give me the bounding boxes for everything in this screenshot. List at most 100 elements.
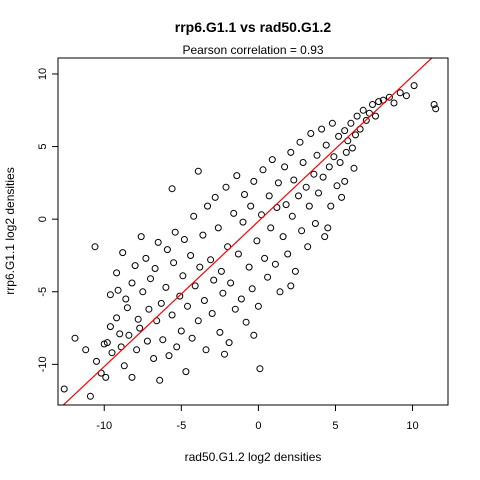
chart-title: rrp6.G1.1 vs rad50.G1.2 [175,19,332,35]
data-point [254,302,262,310]
data-point [190,212,198,220]
data-point [188,334,196,342]
data-point [250,177,258,185]
data-point [165,352,173,360]
data-point [338,193,346,201]
data-point [362,116,370,124]
data-point [219,289,227,297]
data-point [200,297,208,304]
data-point [171,228,179,236]
data-point [163,246,171,254]
data-point [125,331,133,339]
chart-subtitle: Pearson correlation = 0.93 [182,43,323,57]
y-tick-label: 5 [37,144,49,150]
data-point [184,302,191,310]
data-point [208,310,216,317]
data-point [131,262,139,270]
data-point [359,106,367,114]
data-point [179,272,187,280]
data-point [202,346,210,354]
data-point [284,250,292,258]
data-point [347,119,355,127]
data-point [287,282,295,290]
data-point [325,163,333,171]
data-point [204,202,211,210]
data-point [259,166,267,174]
data-point [321,233,329,241]
data-point [221,350,228,358]
data-point [120,362,128,370]
data-point [194,317,202,325]
data-point [310,170,318,178]
data-point [352,131,359,139]
data-point [335,132,343,140]
data-point [106,291,114,299]
data-point [71,334,79,342]
data-point [291,267,299,275]
data-point [296,138,304,146]
data-point [253,237,261,245]
x-tick-label: 5 [332,420,338,432]
data-point [396,89,404,97]
y-axis: -10 -5 0 5 10 [37,68,58,372]
y-axis-label: rrp6.G1.1 log2 densities [3,167,17,294]
data-point [93,357,100,365]
data-point [159,336,167,344]
y-tick-label: 10 [37,68,49,80]
data-point [245,263,253,271]
data-point [327,202,335,210]
data-point [154,238,162,246]
data-point [177,327,185,335]
data-point [432,105,440,113]
data-point [157,299,165,307]
data-point [211,193,219,201]
data-point [239,218,247,226]
data-point [319,173,327,181]
data-point [390,99,398,107]
data-point [114,286,122,294]
data-point [267,224,275,232]
data-point [372,112,379,120]
data-point [60,385,68,393]
points-layer [60,82,440,400]
plot-frame [57,57,449,406]
data-point [328,119,336,127]
data-point [350,164,358,172]
data-point [187,252,195,259]
data-point [227,279,235,287]
data-point [210,276,218,284]
data-point [191,282,199,290]
x-tick-label: 0 [255,420,261,432]
data-point [225,339,233,347]
data-point [307,130,315,137]
data-point [402,92,410,100]
data-point [268,156,276,164]
data-point [305,202,313,210]
data-point [122,295,130,303]
data-point [106,323,114,331]
data-point [145,305,153,313]
data-point [242,318,250,326]
data-point [322,141,330,149]
data-point [113,269,121,277]
data-point [281,163,289,171]
data-point [385,93,393,101]
data-point [287,148,295,156]
data-point [100,340,108,348]
data-point [82,346,90,354]
data-point [216,328,224,336]
data-point [304,243,312,251]
fit-line-layer [62,58,433,405]
data-point [341,127,349,135]
data-point [162,283,170,291]
data-point [108,349,116,357]
data-point [222,183,230,191]
data-point [256,365,264,373]
data-point [143,337,151,345]
data-point [264,273,272,281]
data-point [123,304,131,312]
data-point [142,254,150,262]
data-point [333,182,341,190]
